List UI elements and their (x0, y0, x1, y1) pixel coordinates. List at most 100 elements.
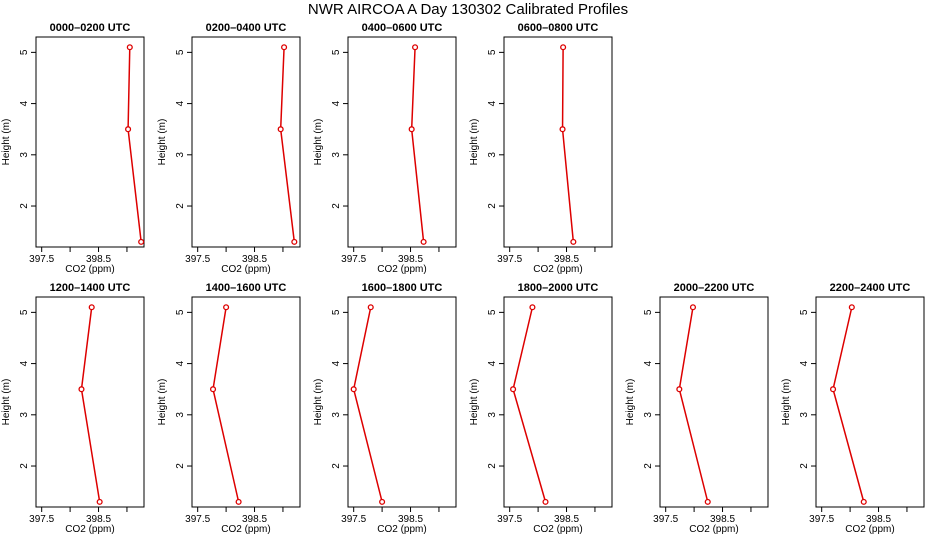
panel-6: 1400–1600 UTC 397.5 398.5 2 3 4 5 CO2 (ppm) Heig… (157, 282, 301, 535)
y-tick-label: 3 (799, 412, 810, 418)
panel-7: 1600–1800 UTC 397.5 398.5 2 3 4 5 CO2 (ppm) Heig… (313, 282, 457, 535)
plot-frame (35, 36, 145, 248)
x-tick-label: 398.5 (554, 254, 579, 265)
y-tick-label: 4 (643, 360, 654, 366)
data-point (542, 498, 549, 505)
data-point (830, 386, 837, 393)
y-axis-label: Height (m) (781, 379, 792, 426)
y-tick-label: 4 (331, 360, 342, 366)
data-point (209, 386, 217, 393)
panel-title: 1800–2000 UTC (518, 282, 599, 294)
data-point (235, 498, 242, 505)
y-tick-label: 2 (487, 203, 498, 209)
panel-4: 0600–0800 UTC 397.5 398.5 2 3 4 5 CO2 (ppm) Heig… (469, 22, 613, 275)
data-point (420, 238, 427, 245)
plot-frame (191, 36, 301, 248)
data-point (412, 44, 419, 51)
data-point (367, 304, 374, 311)
x-tick-label: 398.5 (866, 514, 891, 525)
data-point (689, 304, 697, 311)
x-tick-label: 398.5 (554, 514, 579, 525)
y-axis-label: Height (m) (469, 119, 480, 166)
x-tick-label: 397.5 (29, 514, 54, 525)
y-tick-label: 5 (799, 309, 810, 315)
panel-3: 0400–0600 UTC 397.5 398.5 2 3 4 5 CO2 (ppm) Heig… (313, 22, 457, 275)
y-tick-label: 2 (331, 463, 342, 469)
x-axis-label: CO2 (ppm) (533, 524, 582, 535)
y-axis-label: Height (m) (157, 119, 168, 166)
panel-title: 1600–1800 UTC (362, 282, 443, 294)
data-point (126, 44, 133, 51)
y-tick-label: 4 (487, 100, 498, 106)
plot-frame (347, 296, 457, 508)
x-tick-label: 397.5 (185, 254, 210, 265)
data-point (510, 386, 517, 393)
data-point (560, 44, 567, 51)
data-point (379, 498, 386, 505)
data-point (223, 304, 230, 311)
y-tick-label: 2 (643, 463, 654, 469)
x-axis-label: CO2 (ppm) (65, 264, 114, 275)
panel-title: 0400–0600 UTC (362, 22, 443, 34)
y-tick-label: 3 (19, 152, 30, 158)
profile-line (80, 307, 101, 502)
y-tick-label: 5 (331, 49, 342, 55)
x-tick-label: 398.5 (86, 514, 111, 525)
plot-frame (35, 296, 145, 508)
data-point (559, 126, 566, 133)
plot-frame (659, 296, 769, 508)
panel-title: 2000–2200 UTC (674, 282, 755, 294)
y-tick-label: 4 (799, 360, 810, 366)
x-tick-label: 397.5 (341, 254, 366, 265)
y-tick-label: 5 (643, 309, 654, 315)
data-point (570, 238, 577, 245)
data-point (78, 386, 85, 393)
y-tick-label: 2 (175, 463, 186, 469)
x-tick-label: 398.5 (86, 254, 111, 265)
y-tick-label: 3 (331, 412, 342, 418)
plot-frame (503, 36, 613, 248)
y-tick-label: 3 (331, 152, 342, 158)
panel-title: 0200–0400 UTC (206, 22, 287, 34)
y-tick-label: 5 (487, 309, 498, 315)
y-tick-label: 5 (331, 309, 342, 315)
y-axis-label: Height (m) (1, 379, 12, 426)
data-point (281, 44, 288, 51)
panel-title: 2200–2400 UTC (830, 282, 911, 294)
profile-line (279, 47, 296, 242)
profile-line (678, 307, 709, 503)
x-tick-label: 397.5 (185, 514, 210, 525)
x-tick-label: 397.5 (653, 514, 678, 525)
data-point (704, 498, 711, 505)
y-axis-label: Height (m) (1, 119, 12, 166)
panel-title: 0000–0200 UTC (50, 22, 131, 34)
y-tick-label: 5 (175, 309, 186, 315)
panel-10: 2200–2400 UTC 397.5 398.5 2 3 4 5 CO2 (ppm) Heig… (781, 282, 925, 535)
y-axis-label: Height (m) (469, 379, 480, 426)
x-tick-label: 398.5 (242, 514, 267, 525)
plot-frame (191, 296, 301, 508)
profile-line (212, 307, 240, 503)
data-point (96, 498, 103, 505)
y-tick-label: 4 (19, 100, 30, 106)
y-tick-label: 3 (175, 152, 186, 158)
data-point (676, 386, 683, 393)
profile-line (512, 307, 547, 503)
y-tick-label: 2 (19, 463, 30, 469)
profile-line (832, 307, 865, 503)
y-tick-label: 3 (175, 412, 186, 418)
panel-1: 0000–0200 UTC 397.5 398.5 2 3 4 5 CO2 (ppm) Heig… (1, 22, 145, 275)
x-tick-label: 398.5 (242, 254, 267, 265)
y-tick-label: 4 (175, 100, 186, 106)
panel-8: 1800–2000 UTC 397.5 398.5 2 3 4 5 CO2 (ppm) Heig… (469, 282, 613, 535)
y-tick-label: 5 (19, 309, 30, 315)
x-tick-label: 397.5 (497, 254, 522, 265)
chart-title: NWR AIRCOA A Day 130302 Calibrated Profi… (307, 1, 629, 18)
y-tick-label: 4 (19, 360, 30, 366)
plot-frame (347, 36, 457, 248)
data-point (848, 304, 855, 311)
x-tick-label: 397.5 (809, 514, 834, 525)
x-tick-label: 398.5 (710, 514, 735, 525)
y-tick-label: 3 (487, 412, 498, 418)
